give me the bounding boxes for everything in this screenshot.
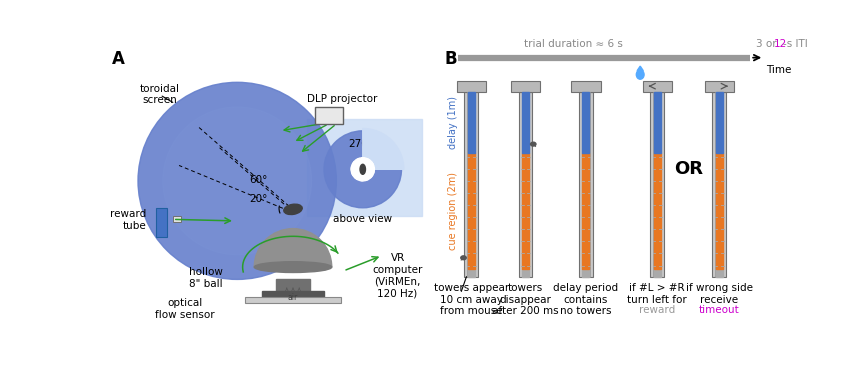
Bar: [245, 297, 341, 303]
Bar: [653, 92, 661, 277]
Wedge shape: [254, 228, 332, 267]
Ellipse shape: [461, 256, 467, 260]
Text: 60°: 60°: [249, 175, 267, 185]
Bar: [651, 92, 664, 277]
Ellipse shape: [531, 142, 536, 146]
Bar: [522, 269, 529, 277]
Text: optical
flow sensor: optical flow sensor: [155, 298, 214, 319]
Bar: [654, 92, 661, 153]
Ellipse shape: [284, 204, 302, 215]
Text: above view: above view: [333, 214, 392, 224]
Bar: [521, 92, 529, 277]
Bar: [276, 278, 310, 291]
Text: DLP projector: DLP projector: [307, 94, 377, 104]
Bar: [716, 153, 722, 269]
Bar: [522, 153, 529, 269]
Bar: [654, 269, 661, 277]
Bar: [467, 269, 475, 277]
Ellipse shape: [360, 164, 366, 174]
Text: delay (1m): delay (1m): [448, 96, 458, 149]
Bar: [467, 153, 475, 269]
Bar: [522, 92, 529, 153]
Circle shape: [138, 82, 336, 280]
Polygon shape: [637, 66, 644, 71]
Text: towers
disappear
after 200 ms: towers disappear after 200 ms: [492, 283, 559, 316]
Bar: [456, 81, 486, 92]
Bar: [262, 291, 324, 297]
Text: reward
tube: reward tube: [110, 210, 146, 231]
Text: 20°: 20°: [249, 193, 267, 204]
Text: B: B: [444, 50, 457, 68]
Text: A: A: [111, 50, 124, 68]
Bar: [716, 92, 723, 277]
Bar: [643, 81, 672, 92]
Text: if #L > #R
turn left for: if #L > #R turn left for: [627, 283, 687, 305]
Text: reward: reward: [639, 305, 675, 315]
Circle shape: [351, 158, 374, 181]
Text: if wrong side
receive: if wrong side receive: [686, 283, 752, 305]
Circle shape: [324, 131, 401, 208]
Text: trial duration ≈ 6 s: trial duration ≈ 6 s: [524, 39, 622, 49]
Bar: [704, 81, 734, 92]
Text: Time: Time: [766, 65, 791, 75]
Text: toroidal
screen: toroidal screen: [140, 84, 180, 105]
Bar: [716, 269, 722, 277]
Bar: [571, 81, 601, 92]
Text: VR
computer
(ViRMEn,
120 Hz): VR computer (ViRMEn, 120 Hz): [372, 253, 423, 298]
Text: delay period
contains
no towers: delay period contains no towers: [553, 283, 619, 316]
Bar: [582, 92, 590, 277]
Text: towers appear
10 cm away
from mouse: towers appear 10 cm away from mouse: [434, 283, 508, 316]
Bar: [511, 81, 540, 92]
Text: timeout: timeout: [698, 305, 740, 315]
Text: 270°: 270°: [348, 138, 374, 149]
Bar: [519, 92, 532, 277]
Ellipse shape: [254, 262, 332, 273]
Bar: [582, 269, 590, 277]
Text: air: air: [288, 292, 298, 301]
Ellipse shape: [636, 70, 644, 79]
Text: 3 or: 3 or: [757, 39, 781, 49]
Bar: [315, 107, 342, 124]
Bar: [579, 92, 593, 277]
Text: 12: 12: [774, 39, 787, 49]
Bar: [173, 215, 181, 222]
Bar: [654, 153, 661, 269]
Bar: [582, 92, 590, 153]
Bar: [464, 92, 479, 277]
Text: cue region (2m): cue region (2m): [448, 172, 458, 250]
Wedge shape: [363, 128, 404, 169]
Text: -s ITI: -s ITI: [782, 39, 807, 49]
Bar: [582, 153, 590, 269]
Text: hollow
8" ball: hollow 8" ball: [189, 267, 223, 289]
Bar: [156, 208, 168, 237]
Bar: [307, 119, 422, 215]
Bar: [467, 92, 475, 153]
Bar: [716, 92, 722, 153]
Text: OR: OR: [674, 160, 703, 178]
Bar: [712, 92, 726, 277]
Bar: [467, 92, 475, 277]
Circle shape: [163, 107, 312, 255]
